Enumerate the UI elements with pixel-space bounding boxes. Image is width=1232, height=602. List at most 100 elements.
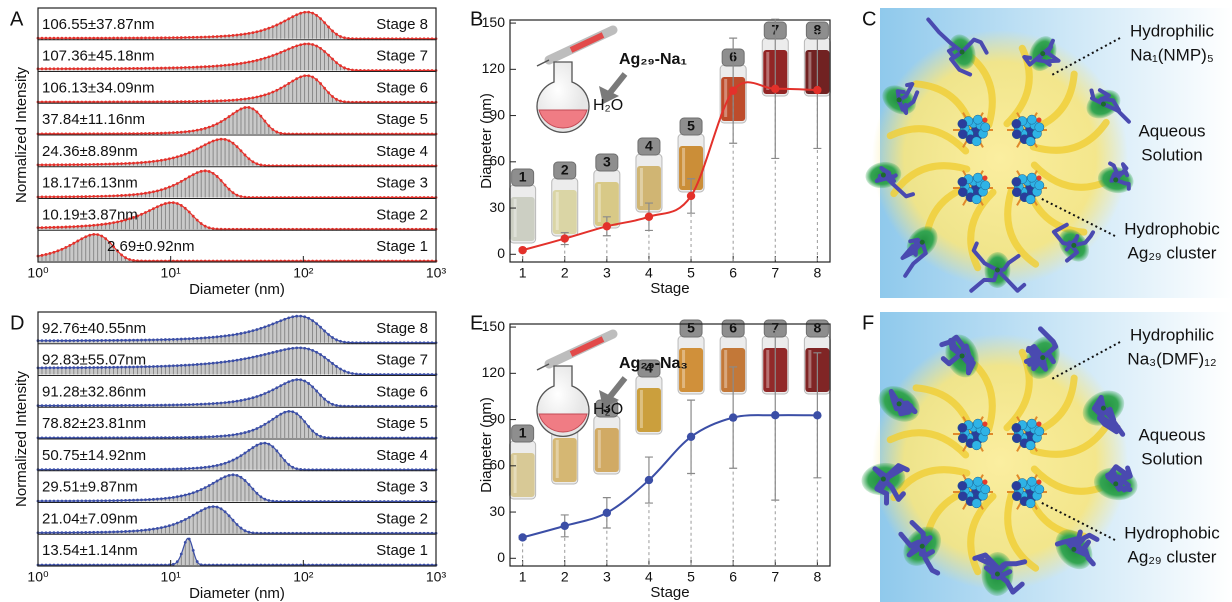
vial-number: 6 — [729, 320, 737, 336]
y-axis-title: Diameter (nm) — [478, 93, 495, 189]
distribution-dots — [36, 378, 438, 408]
x-tick-label: 10⁰ — [27, 265, 49, 281]
x-tick-label: 2 — [561, 569, 569, 585]
y-tick-label: 90 — [489, 410, 505, 426]
sulfur — [1036, 421, 1042, 427]
ligand — [969, 267, 1000, 293]
size-label: 10.19±3.87nm — [42, 206, 138, 223]
ligand — [895, 89, 906, 102]
x-axis-title: Diameter (nm) — [189, 585, 285, 602]
distribution-dots — [36, 346, 438, 376]
silver-atom — [957, 433, 968, 444]
ligand — [1096, 405, 1120, 435]
y-axis-title: Normalized Intensity — [13, 371, 30, 507]
stage-label: Stage 4 — [376, 143, 428, 160]
panel-letter: C — [862, 8, 876, 30]
vial: 5 — [677, 319, 705, 395]
ligand — [1038, 326, 1059, 361]
vial-liquid — [679, 146, 704, 190]
vial-liquid — [636, 388, 661, 432]
silver-atom — [1011, 187, 1022, 198]
silver-atom — [973, 172, 983, 183]
vial-liquid — [594, 428, 619, 472]
sodium — [959, 353, 965, 359]
ligand — [896, 401, 913, 415]
arrow-head — [599, 86, 619, 104]
vial-number: 8 — [813, 22, 821, 38]
x-tick-label: 3 — [603, 265, 611, 281]
data-point — [728, 86, 738, 95]
vial-number: 3 — [603, 400, 611, 416]
x-tick-label: 3 — [603, 569, 611, 585]
silver-atom — [1034, 122, 1045, 133]
ligand — [900, 240, 925, 260]
ligand — [880, 476, 906, 502]
x-tick-label: 8 — [813, 265, 821, 281]
data-point — [813, 85, 822, 95]
panel-letter: A — [10, 8, 24, 30]
ligand — [880, 463, 910, 482]
vial: 1 — [509, 168, 537, 244]
distribution-dots — [36, 137, 438, 168]
x-tick-label: 10² — [293, 569, 314, 585]
leader-line — [1039, 501, 1116, 541]
silver-atom — [1011, 433, 1022, 444]
data-point — [518, 245, 527, 255]
x-tick-label: 5 — [687, 569, 695, 585]
stage-label: Stage 2 — [376, 206, 428, 223]
size-label: 106.13±34.09nm — [42, 79, 155, 96]
vial-liquid — [552, 438, 577, 482]
x-axis-title: Stage — [650, 584, 689, 601]
sodium — [880, 476, 886, 482]
plot-frame — [37, 7, 437, 263]
ligand — [1064, 536, 1082, 552]
ligand — [879, 166, 896, 183]
x-tick-label: 7 — [771, 265, 779, 281]
ligand — [972, 552, 1000, 577]
vial-shine — [597, 430, 601, 468]
vial-cap — [637, 359, 661, 378]
x-tick-label: 5 — [687, 265, 695, 281]
vial-number: 1 — [519, 425, 527, 441]
data-point — [686, 432, 696, 441]
stage-label: Stage 5 — [376, 415, 428, 432]
silver-atom — [1011, 480, 1022, 491]
x-tick-label: 10⁰ — [27, 569, 49, 585]
hydrophobic-arm — [1029, 422, 1110, 458]
medium-label: Aqueous — [1138, 121, 1205, 140]
silver-atom — [957, 118, 968, 129]
vial-shine — [513, 455, 517, 493]
flask-liquid — [538, 413, 588, 433]
ligand — [1025, 344, 1046, 361]
x-tick-label: 1 — [519, 265, 527, 281]
medium-label: Solution — [1141, 145, 1202, 164]
x-axis-title: Diameter (nm) — [189, 281, 285, 298]
core-label: Ag₂₉ cluster — [1128, 243, 1217, 262]
ligand-label: Hydrophilic — [1130, 325, 1215, 344]
y-axis-title: Diameter (nm) — [478, 397, 495, 493]
hydrophobic-arm — [890, 162, 971, 198]
sulfur — [982, 175, 988, 181]
ligand — [995, 267, 1027, 293]
sulfur — [982, 479, 988, 485]
size-label: 21.04±7.09nm — [42, 510, 138, 527]
x-axis-title: Stage — [650, 280, 689, 297]
vial-shine — [597, 184, 601, 222]
size-label: 2.69±0.92nm — [107, 238, 194, 255]
sulfur — [1036, 117, 1042, 123]
stage-label: Stage 8 — [376, 320, 428, 337]
ligand — [919, 543, 941, 576]
ligand — [949, 49, 973, 77]
silver-atom — [973, 476, 983, 487]
vial-shine — [724, 350, 728, 388]
x-tick-label: 10¹ — [161, 265, 182, 281]
ligand — [1071, 230, 1095, 248]
vial-number: 1 — [519, 169, 527, 185]
vial-shine — [555, 192, 559, 230]
x-tick-label: 6 — [729, 265, 737, 281]
hydrophobic-arm — [967, 492, 997, 576]
silver-atom — [957, 422, 968, 433]
vial-number: 3 — [603, 154, 611, 170]
data-point — [644, 212, 654, 221]
